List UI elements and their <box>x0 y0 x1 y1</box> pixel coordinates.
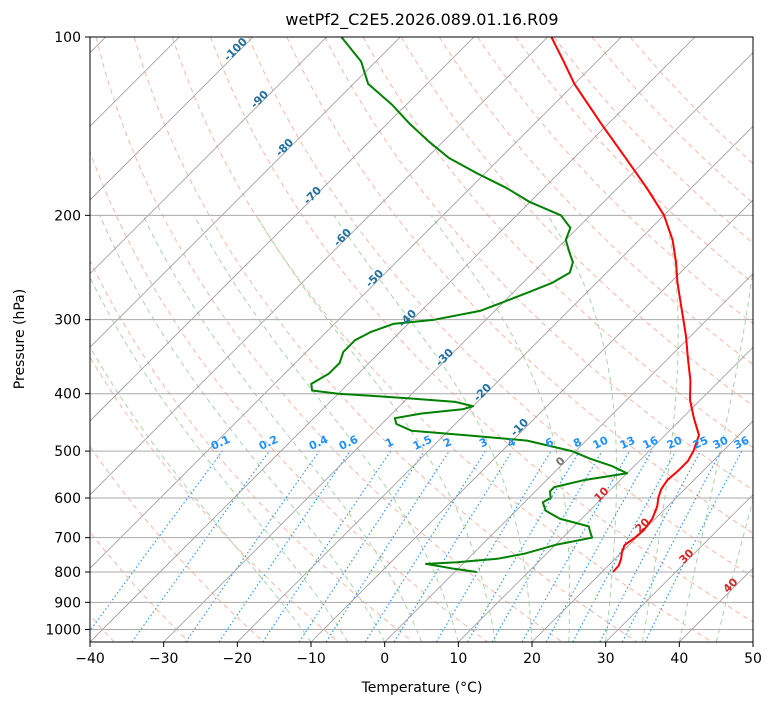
moist-adiabat-label: 40 <box>721 575 741 595</box>
dry-adiabat <box>58 37 488 642</box>
mixing-ratio-line <box>468 451 580 642</box>
dry-adiabat-label: -30 <box>433 346 456 369</box>
x-tick-label: 30 <box>597 651 615 667</box>
mixing-ratio-label: 1.5 <box>411 433 434 453</box>
dry-adiabat-label: -80 <box>273 136 296 159</box>
dry-adiabat-label: -60 <box>331 226 354 249</box>
mixing-ratio-label: 2 <box>441 435 453 450</box>
chart-title: wetPf2_C2E5.2026.089.01.16.R09 <box>285 10 558 30</box>
dry-adiabat-label: -100 <box>221 35 250 64</box>
skewed-isotherm <box>0 37 253 642</box>
skewed-isotherm <box>0 37 548 642</box>
mixing-ratio-label: 0.6 <box>337 433 360 453</box>
mixing-ratio-line <box>326 451 449 642</box>
y-tick-label: 100 <box>54 30 81 46</box>
mixing-ratio-label: 0.4 <box>307 433 330 453</box>
y-tick-label: 800 <box>54 565 81 581</box>
skewed-isotherm <box>458 37 775 642</box>
dry-adiabat-label: -50 <box>363 267 386 290</box>
x-tick-label: 40 <box>670 651 688 667</box>
plot-frame <box>90 37 753 642</box>
mixing-ratio-line <box>219 451 350 642</box>
moist-adiabat-label: 20 <box>633 515 653 535</box>
dry-adiabat-label: -90 <box>248 88 271 111</box>
x-tick-label: −30 <box>149 651 179 667</box>
x-axis-label: Temperature (°C) <box>361 680 483 696</box>
dry-adiabat-label: -20 <box>471 381 494 404</box>
dewpoint-line <box>311 37 627 572</box>
grid <box>0 37 775 642</box>
skewed-isotherm <box>679 37 775 642</box>
mixing-ratio-line <box>436 451 551 642</box>
y-tick-label: 900 <box>54 595 81 611</box>
dry-adiabat <box>0 37 338 642</box>
series <box>311 37 699 572</box>
mixing-ratio-label: 30 <box>711 434 731 452</box>
skewed-isotherm <box>0 37 474 642</box>
x-tick-label: −40 <box>75 651 105 667</box>
moist-adiabat <box>679 215 758 642</box>
mixing-ratio-line <box>299 451 424 642</box>
dry-adiabat <box>516 37 775 642</box>
moist-adiabat <box>643 215 679 642</box>
dry-adiabat <box>134 37 637 642</box>
y-tick-label: 500 <box>54 444 81 460</box>
mixing-ratio-line <box>82 451 223 642</box>
mixing-ratio-label: 16 <box>641 434 661 452</box>
dry-adiabat <box>20 37 413 642</box>
skewed-isotherm <box>0 37 327 642</box>
y-axis-label: Pressure (hPa) <box>12 289 28 389</box>
mixing-ratio-line <box>365 451 485 642</box>
y-tick-label: 700 <box>54 531 81 547</box>
dry-adiabat <box>0 37 264 642</box>
skewed-isotherm <box>0 37 400 642</box>
moist-adiabat-label: 0 <box>553 454 568 469</box>
skewed-isotherm <box>164 37 769 642</box>
mixing-ratio-label: 0.1 <box>209 433 232 453</box>
x-tick-label: 10 <box>449 651 467 667</box>
x-tick-label: −20 <box>223 651 253 667</box>
skewed-isotherm <box>237 37 775 642</box>
mixing-ratio-label: 20 <box>665 434 685 452</box>
mixing-ratio-label: 8 <box>571 435 583 450</box>
y-tick-label: 400 <box>54 387 81 403</box>
y-tick-label: 600 <box>54 491 81 507</box>
mixing-ratio-label: 10 <box>591 434 611 452</box>
x-tick-label: 50 <box>744 651 762 667</box>
x-tick-label: −10 <box>296 651 326 667</box>
skewed-isotherm <box>311 37 775 642</box>
mixing-ratio-line <box>263 451 391 642</box>
contour-labels: -100-90-80-70-60-50-40-30-20-10010203040… <box>209 35 752 596</box>
x-tick-label: 0 <box>380 651 389 667</box>
dry-adiabat <box>0 37 189 642</box>
dry-adiabat-label: -70 <box>301 184 324 207</box>
y-tick-label: 200 <box>54 208 81 224</box>
mixing-ratio-label: 36 <box>732 434 752 452</box>
mixing-ratio-label: 1 <box>383 435 395 450</box>
temperature-line <box>551 37 699 572</box>
moist-adiabat <box>194 215 458 642</box>
y-tick-label: 1000 <box>45 622 81 638</box>
dry-adiabat-label: -40 <box>396 307 419 330</box>
skewed-isotherm <box>753 37 775 642</box>
moist-adiabat-label: 30 <box>677 546 697 566</box>
x-tick-label: 20 <box>523 651 541 667</box>
background-lines <box>0 37 775 642</box>
y-tick-label: 300 <box>54 313 81 329</box>
